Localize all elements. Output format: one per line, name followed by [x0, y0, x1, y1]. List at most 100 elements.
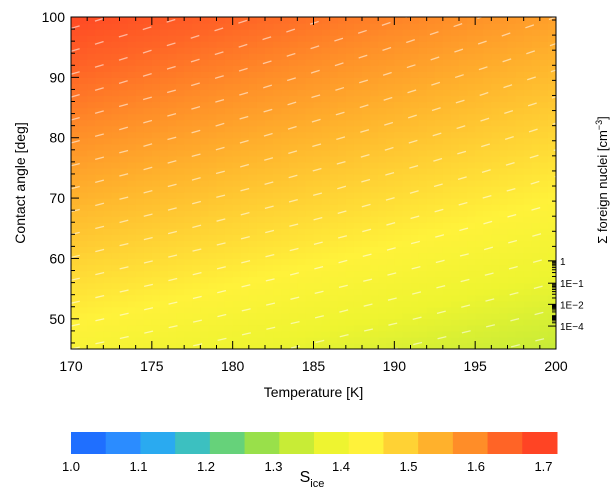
heatmap-cell: [143, 119, 153, 127]
heatmap-cell: [135, 23, 145, 30]
heatmap-cell: [159, 312, 169, 320]
colorbar: [71, 432, 558, 454]
heatmap-cell: [313, 77, 323, 84]
heatmap-cell: [426, 17, 436, 24]
heatmap-cell: [184, 119, 193, 127]
heatmap-cell: [79, 258, 88, 266]
heatmap-cell: [176, 300, 185, 308]
heatmap-cell: [79, 192, 88, 199]
heatmap-cell: [232, 222, 242, 229]
heatmap-cell: [143, 336, 153, 344]
heatmap-cell: [135, 300, 145, 308]
heatmap-cell: [313, 119, 323, 127]
heatmap-cell: [539, 252, 549, 260]
heatmap-cell: [208, 330, 218, 338]
heatmap-cell: [111, 77, 121, 84]
heatmap-cell: [499, 342, 509, 349]
heatmap-cell: [386, 143, 395, 151]
heatmap-cell: [345, 107, 355, 115]
heatmap-cell: [119, 65, 129, 72]
heatmap-cell: [329, 71, 339, 78]
heatmap-cell: [475, 71, 484, 78]
heatmap-cell: [515, 59, 525, 66]
heatmap-cell: [95, 198, 104, 205]
heatmap-cell: [248, 258, 258, 266]
heatmap-cell: [467, 53, 476, 60]
heatmap-cell: [79, 288, 88, 296]
heatmap-cell: [240, 276, 250, 284]
heatmap-cell: [159, 89, 169, 97]
heatmap-cell: [539, 71, 549, 78]
heatmap-cell: [273, 282, 282, 290]
heatmap-cell: [151, 35, 161, 42]
heatmap-cell: [224, 29, 234, 36]
heatmap-cell: [467, 59, 476, 66]
heatmap-cell: [200, 228, 210, 235]
heatmap-cell: [313, 83, 323, 91]
heatmap-cell: [313, 270, 323, 278]
heatmap-cell: [434, 59, 444, 66]
heatmap-cell: [515, 161, 525, 169]
heatmap-cell: [168, 270, 177, 278]
heatmap-cell: [224, 17, 234, 24]
heatmap-cell: [135, 234, 145, 241]
heatmap-cell: [200, 246, 210, 254]
heatmap-cell: [507, 83, 517, 91]
heatmap-cell: [329, 83, 339, 91]
heatmap-cell: [483, 53, 492, 60]
heatmap-cell: [265, 222, 274, 229]
heatmap-cell: [176, 288, 185, 296]
heatmap-cell: [442, 149, 452, 157]
heatmap-cell: [402, 83, 412, 91]
heatmap-cell: [329, 234, 339, 241]
heatmap-cell: [184, 198, 193, 205]
heatmap-cell: [184, 342, 193, 349]
heatmap-cell: [256, 35, 266, 42]
heatmap-cell: [256, 324, 266, 332]
heatmap-cell: [515, 282, 525, 290]
heatmap-cell: [305, 240, 315, 247]
heatmap-cell: [176, 192, 185, 199]
heatmap-cell: [378, 149, 387, 157]
heatmap-cell: [127, 186, 137, 193]
heatmap-cell: [523, 41, 533, 48]
heatmap-cell: [547, 222, 556, 229]
heatmap-cell: [297, 186, 307, 193]
heatmap-cell: [353, 23, 363, 30]
heatmap-cell: [483, 216, 492, 223]
heatmap-cell: [321, 23, 331, 30]
heatmap-cell: [426, 107, 436, 115]
heatmap-cell: [515, 192, 525, 199]
heatmap-cell: [467, 264, 476, 272]
heatmap-cell: [467, 246, 476, 254]
heatmap-cell: [475, 318, 484, 326]
heatmap-cell: [531, 222, 541, 229]
heatmap-cell: [168, 149, 177, 157]
heatmap-cell: [507, 300, 517, 308]
heatmap-cell: [256, 246, 266, 254]
heatmap-cell: [467, 204, 476, 211]
heatmap-cell: [176, 119, 185, 127]
heatmap-cell: [208, 270, 218, 278]
heatmap-cell: [491, 23, 501, 30]
heatmap-cell: [337, 131, 347, 139]
heatmap-cell: [256, 41, 266, 48]
heatmap-cell: [103, 29, 113, 36]
heatmap-cell: [402, 143, 412, 151]
heatmap-cell: [119, 300, 129, 308]
heatmap-cell: [119, 107, 129, 115]
heatmap-cell: [297, 29, 307, 36]
heatmap-cell: [515, 294, 525, 302]
heatmap-cell: [418, 264, 428, 272]
heatmap-cell: [523, 137, 533, 145]
heatmap-cell: [71, 41, 80, 48]
heatmap-cell: [386, 252, 395, 260]
heatmap-cell: [467, 294, 476, 302]
heatmap-cell: [459, 258, 468, 266]
heatmap-cell: [450, 264, 460, 272]
heatmap-cell: [135, 246, 145, 254]
heatmap-cell: [386, 101, 395, 109]
heatmap-cell: [273, 95, 282, 103]
heatmap-cell: [547, 167, 556, 175]
heatmap-cell: [176, 312, 185, 320]
